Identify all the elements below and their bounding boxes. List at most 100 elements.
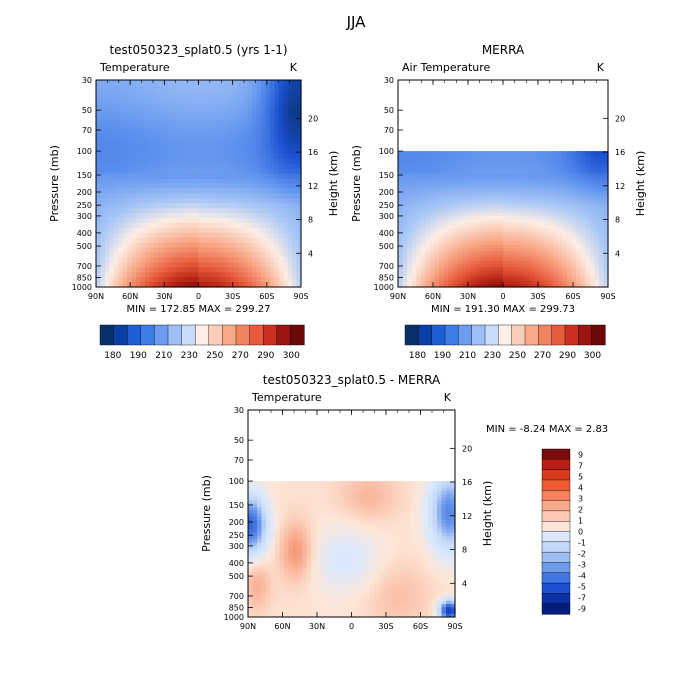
heatmap-cell [571,180,577,185]
heatmap-cell [443,270,449,275]
heatmap-cell [594,173,600,178]
heatmap-cell [461,173,468,178]
heatmap-cell [539,180,545,185]
heatmap-cell [189,80,195,86]
heatmap-cell [306,497,312,502]
heatmap-cell [109,173,115,180]
heatmap-cell [534,199,541,204]
heatmap-cell [566,157,573,162]
heatmap-cell [96,149,102,155]
heatmap-cell [96,89,102,96]
heatmap-cell [118,188,124,194]
heatmap-cell [315,494,321,498]
heatmap-cell [480,164,486,168]
heatmap-cell [439,173,445,178]
heatmap-cell [603,222,609,227]
heatmap-cell [396,542,402,547]
heatmap-cell [489,283,495,288]
heatmap-cell [127,237,133,244]
heatmap-cell [484,257,490,262]
heatmap-cell [292,188,298,194]
heatmap-cell [525,215,531,220]
heatmap-cell [288,542,294,547]
heatmap-cell [136,153,142,160]
heatmap-cell [171,252,177,259]
heatmap-cell [562,225,568,230]
heatmap-cell [113,178,119,185]
heatmap-cell [539,170,545,175]
heatmap-cell [292,262,298,268]
heatmap-cell [443,199,449,204]
heatmap-cell [211,104,217,111]
heatmap-cell [432,519,438,524]
heatmap-cell [566,199,573,204]
heatmap-cell [104,163,110,170]
heatmap-cell [306,542,312,547]
heatmap-cell [270,516,276,521]
heatmap-cell [398,267,404,272]
heatmap-cell [198,262,204,268]
heatmap-cell [296,222,302,229]
heatmap-cell [180,158,186,165]
heatmap-cell [127,282,133,288]
heatmap-cell [562,160,568,165]
heatmap-cell [557,274,563,278]
heatmap-cell [423,481,429,485]
heatmap-cell [176,153,182,160]
heatmap-cell [185,277,191,283]
heatmap-cell [471,251,477,256]
heatmap-cell [247,124,253,130]
heatmap-cell [466,274,472,278]
heatmap-cell [100,282,106,288]
heatmap-cell [387,529,393,534]
heatmap-cell [498,215,504,220]
heatmap-cell [257,513,263,518]
heatmap-cell [407,209,413,214]
heatmap-cell [466,238,472,243]
heatmap-cell [274,99,280,106]
heatmap-cell [225,208,231,214]
heatmap-cell [516,189,522,194]
heatmap-cell [229,267,235,273]
heatmap-cell [425,193,431,197]
heatmap-cell [283,94,289,101]
heatmap-cell [566,160,573,165]
heatmap-cell [306,503,312,508]
heatmap-cell [275,542,281,547]
heatmap-cell [216,99,222,106]
heatmap-cell [452,257,458,262]
heatmap-cell [466,241,472,246]
heatmap-cell [211,242,217,249]
heatmap-cell [402,225,408,230]
heatmap-cell [493,222,500,227]
heatmap-cell [251,163,258,170]
heatmap-cell [503,235,509,240]
heatmap-cell [284,523,290,527]
heatmap-cell [443,180,449,185]
heatmap-cell [194,272,200,278]
heatmap-cell [333,542,339,547]
heatmap-cell [136,242,142,249]
heatmap-cell [229,183,235,190]
heatmap-cell [562,212,568,217]
heatmap-cell [118,153,124,160]
y-tick-label: 1000 [374,283,394,292]
heatmap-cell [521,280,527,285]
heatmap-cell [109,252,115,259]
heatmap-cell [342,532,348,537]
heatmap-cell [356,539,362,544]
heatmap-cell [284,529,290,534]
heatmap-cell [534,264,541,269]
heatmap-cell [598,193,605,197]
heatmap-cell [428,513,434,518]
heatmap-cell [411,274,417,278]
heatmap-cell [457,160,463,165]
heatmap-cell [216,89,222,96]
heatmap-cell [225,129,231,135]
heatmap-cell [562,264,568,269]
heatmap-cell [387,506,393,511]
heatmap-cell [407,235,413,240]
heatmap-cell [229,134,235,140]
heatmap-cell [452,225,458,230]
heatmap-cell [279,519,285,524]
